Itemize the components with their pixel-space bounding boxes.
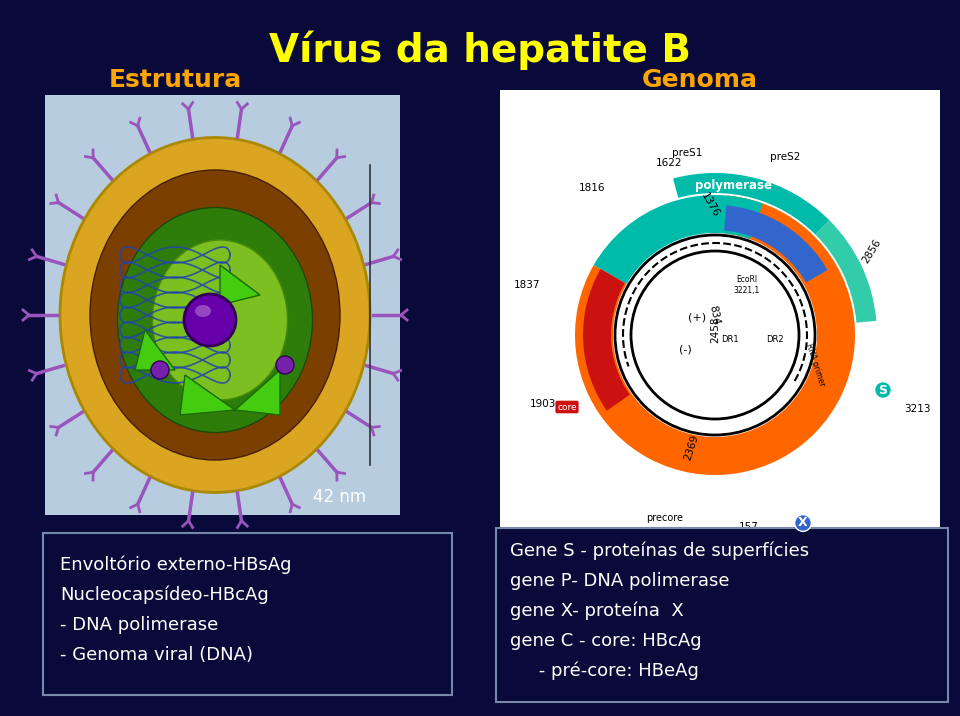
Polygon shape (180, 375, 235, 415)
Text: 1376: 1376 (700, 191, 721, 219)
Ellipse shape (60, 137, 370, 493)
Ellipse shape (195, 305, 211, 317)
Text: - Genoma viral (DNA): - Genoma viral (DNA) (60, 646, 253, 664)
Text: Genoma: Genoma (642, 68, 758, 92)
Text: 42 nm: 42 nm (313, 488, 367, 506)
Wedge shape (815, 221, 876, 323)
Text: Vírus da hepatite B: Vírus da hepatite B (269, 30, 691, 69)
Text: DR2: DR2 (766, 336, 783, 344)
Wedge shape (593, 195, 763, 284)
Text: Nucleocapsídeo-HBcAg: Nucleocapsídeo-HBcAg (60, 586, 269, 604)
Polygon shape (235, 370, 280, 415)
Text: (-): (-) (679, 345, 691, 355)
Text: polymerase: polymerase (694, 178, 772, 191)
Text: gene P- DNA polimerase: gene P- DNA polimerase (510, 572, 730, 590)
Text: 1622: 1622 (656, 158, 683, 168)
Text: Envoltório externo-HBsAg: Envoltório externo-HBsAg (60, 556, 292, 574)
Circle shape (276, 356, 294, 374)
Text: Estrutura: Estrutura (108, 68, 242, 92)
Text: 157: 157 (739, 522, 758, 532)
Text: X: X (798, 516, 807, 530)
Text: (+): (+) (688, 312, 706, 322)
Text: 2856: 2856 (861, 238, 883, 266)
Polygon shape (135, 330, 175, 370)
Text: EcoRI
3221,1: EcoRI 3221,1 (733, 275, 760, 295)
Wedge shape (583, 269, 630, 411)
Text: 3213: 3213 (903, 404, 930, 414)
Text: - DNA polimerase: - DNA polimerase (60, 616, 218, 634)
Text: 834: 834 (708, 304, 721, 326)
Ellipse shape (153, 240, 287, 400)
Text: S: S (878, 384, 887, 397)
Text: 1837: 1837 (514, 279, 540, 289)
Text: 2458: 2458 (710, 316, 720, 343)
Wedge shape (673, 173, 829, 235)
Text: 2369: 2369 (683, 433, 700, 462)
Text: preS2: preS2 (770, 152, 801, 162)
Ellipse shape (184, 294, 236, 346)
Circle shape (633, 253, 797, 417)
FancyBboxPatch shape (496, 528, 948, 702)
Text: 1816: 1816 (578, 183, 605, 193)
Text: precore: precore (646, 513, 684, 523)
Text: Gene S - proteínas de superfícies: Gene S - proteínas de superfícies (510, 542, 809, 561)
Circle shape (151, 361, 169, 379)
Text: gene X- proteína  X: gene X- proteína X (510, 602, 684, 621)
Ellipse shape (90, 170, 340, 460)
FancyBboxPatch shape (43, 533, 452, 695)
Polygon shape (220, 265, 260, 305)
Text: gene C - core: HBcAg: gene C - core: HBcAg (510, 632, 702, 650)
Text: 1903: 1903 (530, 400, 557, 410)
FancyBboxPatch shape (45, 95, 400, 515)
Text: - pré-core: HBeAg: - pré-core: HBeAg (510, 662, 699, 680)
Text: RNA primer: RNA primer (804, 342, 827, 387)
Text: DR1: DR1 (721, 336, 739, 344)
Wedge shape (575, 195, 855, 475)
FancyBboxPatch shape (500, 90, 940, 535)
Text: core: core (557, 402, 577, 412)
Text: preS1: preS1 (672, 148, 702, 158)
Ellipse shape (117, 208, 313, 432)
Wedge shape (724, 205, 828, 283)
